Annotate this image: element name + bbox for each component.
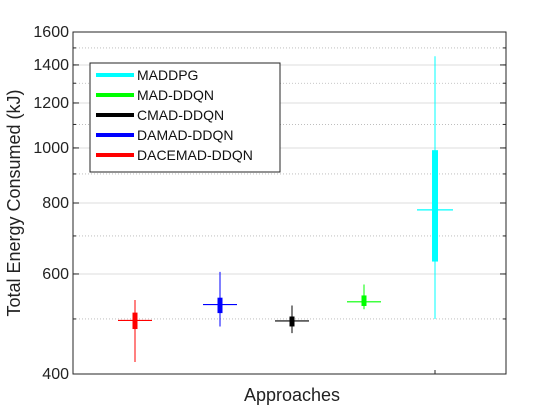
x-axis-label: Approaches	[244, 385, 340, 405]
legend: MADDPG MAD-DDQN CMAD-DDQN DAMAD-DDQN DACEMAD…	[90, 63, 280, 172]
legend-label: CMAD-DDQN	[137, 107, 224, 123]
y-tick-label: 400	[42, 366, 69, 383]
box-iqr	[218, 298, 223, 313]
y-tick-label: 600	[42, 266, 69, 283]
y-tick-label: 800	[42, 195, 69, 212]
box-iqr	[432, 150, 438, 261]
legend-label: MADDPG	[137, 67, 198, 83]
legend-label: MAD-DDQN	[137, 87, 214, 103]
y-axis-label: Total Energy Consumed (kJ)	[4, 89, 24, 316]
y-tick-label: 1000	[33, 140, 69, 157]
y-tick-label: 1400	[33, 57, 69, 74]
y-tick-label: 1600	[33, 24, 69, 41]
legend-label: DACEMAD-DDQN	[137, 147, 253, 163]
box-iqr	[362, 295, 367, 306]
y-tick-label: 1200	[33, 95, 69, 112]
legend-label: DAMAD-DDQN	[137, 127, 233, 143]
